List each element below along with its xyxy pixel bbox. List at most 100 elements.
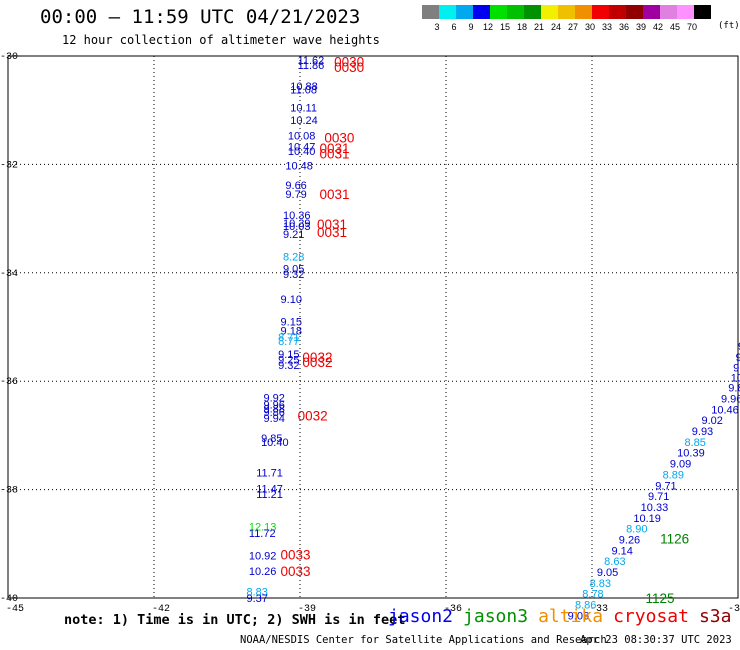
wave-height-label: 10.40 xyxy=(261,437,289,449)
pass-time-label: 1125 xyxy=(646,591,675,606)
wave-height-label: 9.10 xyxy=(281,294,302,306)
legend-swatch xyxy=(490,5,507,19)
wave-height-label: 9.05 xyxy=(283,263,304,275)
pass-time-label: 1126 xyxy=(660,531,689,546)
wave-height-label: 10.26 xyxy=(249,566,277,578)
wave-height-label: 9.32 xyxy=(283,269,304,281)
wave-height-label: 9.18 xyxy=(281,325,302,337)
wave-height-label: 10.47 xyxy=(288,142,316,154)
pass-time-label: 0030 xyxy=(334,60,364,75)
wave-height-label: 9.37 xyxy=(246,593,267,605)
legend-bin-label: 33 xyxy=(602,22,612,32)
legend-bin-label: 39 xyxy=(636,22,646,32)
legend-units: (ft) xyxy=(718,21,740,31)
wave-height-label: 11.21 xyxy=(256,489,283,501)
wave-height-label: 8.28 xyxy=(283,252,304,264)
wave-height-label: 9.66 xyxy=(285,180,306,192)
legend-bin-label: 9 xyxy=(468,22,473,32)
wave-height-label: 9.21 xyxy=(283,229,304,241)
pass-time-label: 0032 xyxy=(302,355,332,370)
wave-height-label: 9.32 xyxy=(278,360,299,372)
pass-time-label: 0031 xyxy=(317,225,347,240)
wave-height-label: 9.94 xyxy=(264,413,285,425)
wave-height-label: 10.39 xyxy=(677,448,705,460)
wave-height-label: 10.0 xyxy=(731,372,740,384)
wave-height-label: 9.86 xyxy=(728,383,740,395)
x-tick-label: -39 xyxy=(298,604,316,615)
pass-time-label: 0032 xyxy=(302,350,332,365)
legend-swatch xyxy=(439,5,456,19)
wave-height-label: 8.63 xyxy=(604,556,625,568)
y-tick-label: -34 xyxy=(0,269,18,280)
y-tick-label: -40 xyxy=(0,594,18,605)
wave-height-label: 9.02 xyxy=(702,415,723,427)
map-frame xyxy=(7,55,739,599)
footer-note: note: 1) Time is in UTC; 2) SWH is in fe… xyxy=(64,612,406,628)
legend-swatch xyxy=(660,5,677,19)
wave-height-label: 9.96 xyxy=(264,400,285,412)
y-tick-label: -38 xyxy=(0,486,18,497)
wave-height-label: 9.71 xyxy=(655,480,676,492)
wave-height-label: 9.88 xyxy=(264,403,285,415)
wave-height-label: 9. xyxy=(736,352,740,364)
pass-time-label: 0032 xyxy=(298,408,328,423)
chart-subtitle: 12 hour collection of altimeter wave hei… xyxy=(62,33,380,47)
y-tick-label: -36 xyxy=(0,377,18,388)
wave-height-label: 8.83 xyxy=(246,586,267,598)
timestamp-text: Apr 23 08:30:37 UTC 2023 xyxy=(580,634,732,646)
pass-time-label: 0031 xyxy=(319,187,349,202)
wave-height-label: 10.48 xyxy=(285,160,313,172)
legend-swatch xyxy=(643,5,660,19)
legend-bin-label: 42 xyxy=(653,22,663,32)
wave-height-label: 9.15 xyxy=(281,317,302,329)
wave-height-label: 8.90 xyxy=(626,524,647,536)
wave-height-label: 9.96 xyxy=(721,394,740,406)
wave-height-label: 8.89 xyxy=(663,469,684,481)
legend-swatch xyxy=(558,5,575,19)
wave-height-label: 9.05 xyxy=(597,567,618,579)
pass-time-label: 0031 xyxy=(317,217,347,232)
wave-height-label: 10.33 xyxy=(641,502,669,514)
wave-height-label: 10.36 xyxy=(283,210,311,222)
legend-bin-label: 6 xyxy=(451,22,456,32)
pass-time-label: 0030 xyxy=(334,54,364,69)
satellite-s3a: s3a xyxy=(698,606,732,627)
legend-bin-label: 15 xyxy=(500,22,510,32)
legend-bin-label: 27 xyxy=(568,22,578,32)
pass-time-label: 0033 xyxy=(281,548,311,563)
legend-swatch xyxy=(473,5,490,19)
axis-ticks: -45 -42 -39 -36 -33 -30 -30 -32 -34 -36 -38 -40 xyxy=(0,52,740,615)
wave-height-label: 9.92 xyxy=(264,392,285,404)
legend-swatch xyxy=(626,5,643,19)
pass-time-label: 0033 xyxy=(281,564,311,579)
wave-height-label: 9.93 xyxy=(692,426,713,438)
legend-swatch xyxy=(677,5,694,19)
legend-swatch xyxy=(524,5,541,19)
x-tick-label: -30 xyxy=(728,604,740,615)
wave-height-label: 8.83 xyxy=(590,578,611,590)
wave-height-label: 11.08 xyxy=(290,85,317,97)
wave-height-label: 9.15 xyxy=(278,349,299,361)
legend-bin-label: 21 xyxy=(534,22,544,32)
wave-height-label: 11.62 xyxy=(298,55,325,67)
legend-swatch xyxy=(575,5,592,19)
pass-time-label: 0031 xyxy=(319,141,349,156)
wave-height-label: 11.72 xyxy=(249,528,276,540)
wave-height-label: 8.85 xyxy=(684,437,705,449)
grid-lines xyxy=(8,56,738,598)
wave-height-label: 9. xyxy=(738,341,740,353)
legend-swatch xyxy=(422,5,439,19)
chart-title: 00:00 – 11:59 UTC 04/21/2023 xyxy=(40,6,361,28)
x-tick-label: -33 xyxy=(590,604,608,615)
credit-text: NOAA/NESDIS Center for Satellite Applica… xyxy=(240,634,607,646)
legend-bin-label: 30 xyxy=(585,22,595,32)
pass-time-label: 0030 xyxy=(324,130,354,145)
wave-height-label: 10.19 xyxy=(633,513,661,525)
wave-height-label: 10.08 xyxy=(288,131,316,143)
satellite-legend: jason2 jason3 altika cryosat s3a xyxy=(388,606,740,627)
wave-height-label: 8.71 xyxy=(278,332,299,344)
wave-height-label: 10.88 xyxy=(290,81,318,93)
wave-height-label: 10.92 xyxy=(249,551,277,563)
